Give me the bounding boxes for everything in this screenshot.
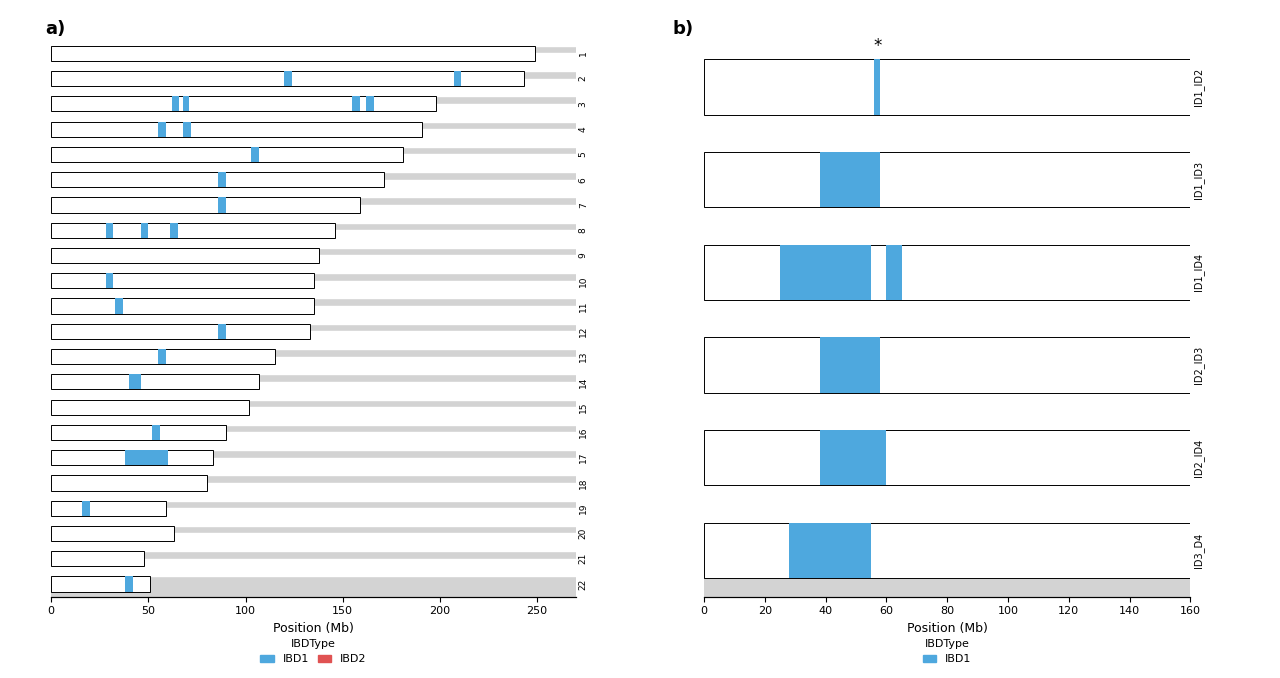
FancyBboxPatch shape [172,96,179,111]
FancyBboxPatch shape [819,430,887,485]
FancyBboxPatch shape [788,523,872,578]
FancyBboxPatch shape [129,374,141,389]
FancyBboxPatch shape [51,450,212,465]
Bar [51,205,576,222]
FancyBboxPatch shape [82,500,90,516]
FancyBboxPatch shape [159,349,166,364]
FancyBboxPatch shape [115,298,123,314]
FancyBboxPatch shape [51,526,174,541]
Bar [51,256,576,273]
Bar [51,281,576,298]
FancyBboxPatch shape [251,147,259,162]
Bar [704,87,1190,152]
FancyBboxPatch shape [125,450,168,465]
FancyBboxPatch shape [183,96,189,111]
FancyBboxPatch shape [704,337,1190,393]
Bar [704,0,1190,59]
FancyBboxPatch shape [887,245,901,300]
FancyBboxPatch shape [51,425,227,440]
Bar [51,231,576,248]
FancyBboxPatch shape [51,298,314,314]
FancyBboxPatch shape [704,430,1190,485]
Bar [51,508,576,526]
FancyBboxPatch shape [141,222,148,238]
Bar [51,104,576,121]
Text: *: * [873,37,882,55]
FancyBboxPatch shape [51,45,535,61]
FancyBboxPatch shape [284,71,292,86]
FancyBboxPatch shape [704,245,1190,300]
FancyBboxPatch shape [51,500,166,516]
Text: a): a) [45,20,65,39]
FancyBboxPatch shape [366,96,374,111]
FancyBboxPatch shape [352,96,360,111]
FancyBboxPatch shape [51,323,310,339]
FancyBboxPatch shape [874,59,881,115]
Bar [51,433,576,450]
FancyBboxPatch shape [106,222,114,238]
FancyBboxPatch shape [51,172,384,187]
FancyBboxPatch shape [51,551,145,566]
Legend: IBD1, IBD2: IBD1, IBD2 [256,635,371,669]
Bar [704,273,1190,337]
X-axis label: Position (Mb): Position (Mb) [273,622,355,635]
FancyBboxPatch shape [219,323,227,339]
Bar [51,79,576,96]
Bar [51,483,576,500]
FancyBboxPatch shape [51,576,150,592]
Bar [51,306,576,323]
FancyBboxPatch shape [51,96,436,111]
Bar [704,458,1190,523]
FancyBboxPatch shape [51,121,422,137]
FancyBboxPatch shape [51,399,250,415]
Bar [51,357,576,374]
FancyBboxPatch shape [51,197,360,212]
Bar [51,155,576,172]
FancyBboxPatch shape [51,71,524,86]
FancyBboxPatch shape [780,245,872,300]
X-axis label: Position (Mb): Position (Mb) [906,622,988,635]
FancyBboxPatch shape [51,147,403,162]
Bar [51,559,576,576]
FancyBboxPatch shape [453,71,461,86]
FancyBboxPatch shape [51,349,275,364]
Bar [704,365,1190,430]
Text: b): b) [672,20,694,39]
FancyBboxPatch shape [51,222,335,238]
Legend: IBD1: IBD1 [919,635,975,669]
FancyBboxPatch shape [219,197,227,212]
FancyBboxPatch shape [51,475,206,490]
FancyBboxPatch shape [125,576,133,592]
Bar [704,180,1190,245]
FancyBboxPatch shape [152,425,160,440]
Bar [51,458,576,475]
Bar [51,332,576,349]
FancyBboxPatch shape [106,273,114,288]
FancyBboxPatch shape [51,273,314,288]
Bar [51,407,576,425]
FancyBboxPatch shape [819,152,881,207]
Bar [51,129,576,147]
Bar [51,382,576,399]
Bar [51,534,576,551]
FancyBboxPatch shape [219,172,227,187]
FancyBboxPatch shape [183,121,191,137]
Bar [51,54,576,71]
FancyBboxPatch shape [704,59,1190,115]
Bar [51,28,576,45]
FancyBboxPatch shape [819,337,881,393]
FancyBboxPatch shape [704,152,1190,207]
FancyBboxPatch shape [704,523,1190,578]
FancyBboxPatch shape [51,374,259,389]
FancyBboxPatch shape [51,248,320,263]
FancyBboxPatch shape [159,121,166,137]
Bar [51,180,576,197]
FancyBboxPatch shape [170,222,178,238]
